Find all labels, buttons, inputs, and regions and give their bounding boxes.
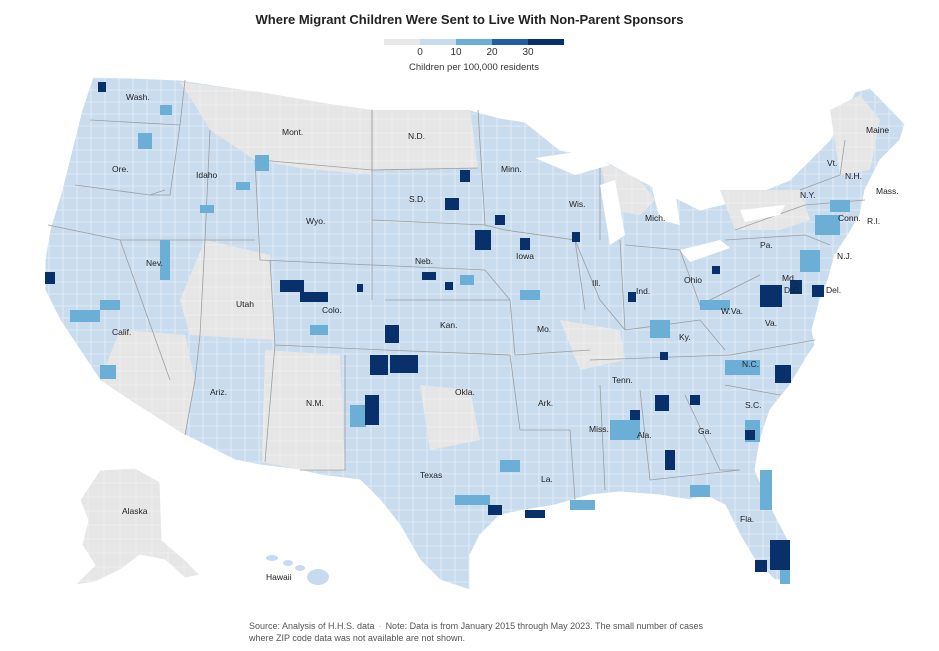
state-label-conn: Conn. — [838, 213, 861, 223]
state-label-wyo: Wyo. — [306, 216, 325, 226]
state-label-calif: Calif. — [112, 327, 131, 337]
state-label-md: Md. — [782, 273, 796, 283]
state-label-minn: Minn. — [501, 164, 522, 174]
state-label-neb: Neb. — [415, 256, 433, 266]
state-label-okla: Okla. — [455, 387, 475, 397]
state-label-mont: Mont. — [282, 127, 303, 137]
state-label-del: Del. — [826, 285, 841, 295]
state-label-utah: Utah — [236, 299, 254, 309]
legend-swatch-0 — [384, 39, 420, 45]
state-label-colo: Colo. — [322, 305, 342, 315]
state-label-sc: S.C. — [745, 400, 762, 410]
state-label-ny: N.Y. — [800, 190, 815, 200]
state-label-ri: R.I. — [867, 216, 880, 226]
legend-swatch-2 — [456, 39, 492, 45]
legend-swatch-3 — [492, 39, 528, 45]
state-label-mo: Mo. — [537, 324, 551, 334]
state-label-tenn: Tenn. — [612, 375, 633, 385]
state-label-iowa: Iowa — [516, 251, 534, 261]
note-text: Note: Data is from January 2015 through … — [249, 621, 704, 643]
legend-ticks: 0 10 20 30 — [384, 47, 564, 61]
state-label-ky: Ky. — [679, 332, 691, 342]
state-label-idaho: Idaho — [196, 170, 218, 180]
state-label-ill: Ill. — [592, 278, 601, 288]
state-label-hawaii: Hawaii — [266, 572, 292, 582]
state-label-wva: W.Va. — [721, 306, 743, 316]
source-text: Source: Analysis of H.H.S. data — [249, 621, 375, 631]
state-label-miss: Miss. — [589, 424, 609, 434]
state-label-wash: Wash. — [126, 92, 150, 102]
legend-tick-20: 20 — [486, 47, 498, 58]
state-label-ore: Ore. — [112, 164, 129, 174]
state-label-nd: N.D. — [408, 131, 425, 141]
us-county-map: Wash. Ore. Calif. Nev. Idaho Mont. Wyo. … — [44, 76, 906, 591]
state-label-ark: Ark. — [538, 398, 553, 408]
legend-tick-30: 30 — [522, 47, 534, 58]
state-label-vt: Vt. — [827, 158, 837, 168]
state-label-nm: N.M. — [306, 398, 324, 408]
state-label-nc: N.C. — [742, 359, 759, 369]
state-label-ohio: Ohio — [684, 275, 702, 285]
state-label-maine: Maine — [866, 125, 889, 135]
state-label-ga: Ga. — [698, 426, 712, 436]
state-label-la: La. — [541, 474, 553, 484]
legend-tick-10: 10 — [450, 47, 462, 58]
state-label-kan: Kan. — [440, 320, 458, 330]
legend-swatch-4 — [528, 39, 564, 45]
state-label-mass: Mass. — [876, 186, 899, 196]
map-title: Where Migrant Children Were Sent to Live… — [255, 12, 684, 27]
state-label-dc: D.C. — [784, 285, 801, 295]
state-label-ind: Ind. — [636, 286, 650, 296]
state-label-alaska: Alaska — [122, 506, 148, 516]
state-label-pa: Pa. — [760, 240, 773, 250]
state-label-nev: Nev. — [146, 258, 163, 268]
legend: 0 10 20 30 Children per 100,000 resident… — [384, 39, 564, 79]
legend-caption: Children per 100,000 residents — [409, 62, 539, 73]
alaska-shape — [73, 467, 202, 586]
state-label-ala: Ala. — [637, 430, 652, 440]
source-note: Source: Analysis of H.H.S. data · Note: Da… — [249, 621, 704, 643]
state-label-texas: Texas — [420, 470, 442, 480]
state-label-nh: N.H. — [845, 171, 862, 181]
state-label-fla: Fla. — [740, 514, 754, 524]
state-label-va: Va. — [765, 318, 777, 328]
state-labels: Wash. Ore. Calif. Nev. Idaho Mont. Wyo. … — [112, 92, 899, 582]
state-label-mich: Mich. — [645, 213, 665, 223]
state-label-nj: N.J. — [837, 251, 852, 261]
legend-tick-0: 0 — [417, 47, 423, 58]
legend-swatch-1 — [420, 39, 456, 45]
state-label-wis: Wis. — [569, 199, 586, 209]
great-lakes — [535, 150, 785, 262]
state-label-ariz: Ariz. — [210, 387, 227, 397]
legend-color-scale — [384, 39, 564, 45]
hawaii-shape — [266, 555, 329, 585]
high-value-counties — [45, 82, 824, 572]
state-label-sd: S.D. — [409, 194, 426, 204]
